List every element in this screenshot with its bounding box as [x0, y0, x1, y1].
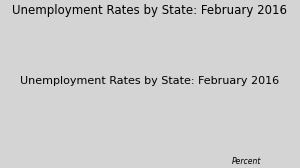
- Text: Percent: Percent: [232, 157, 261, 166]
- Text: Unemployment Rates by State: February 2016: Unemployment Rates by State: February 20…: [20, 76, 280, 86]
- Text: Unemployment Rates by State: February 2016: Unemployment Rates by State: February 20…: [13, 4, 287, 17]
